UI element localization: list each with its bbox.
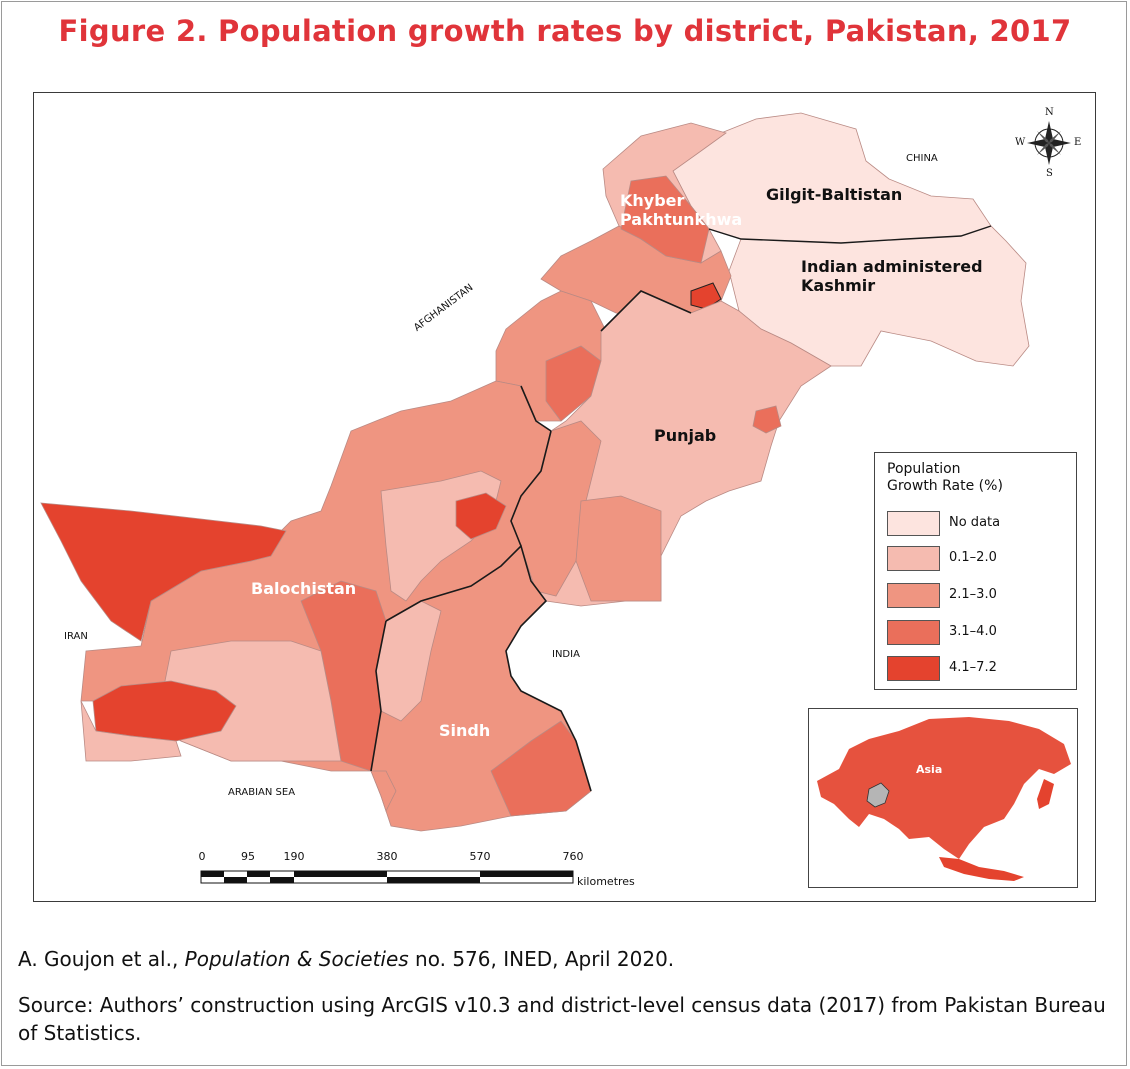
asia-label: Asia	[916, 763, 943, 776]
asia-inset-svg	[817, 717, 1071, 881]
scale-tick-95: 95	[241, 850, 255, 863]
kashmir-label: Indian administered Kashmir	[801, 257, 983, 295]
citation-rest: no. 576, INED, April 2020.	[408, 947, 675, 971]
legend: Population Growth Rate (%) No data 0.1–2…	[874, 452, 1077, 690]
scale-tick-570: 570	[469, 850, 491, 863]
india-label: INDIA	[552, 649, 580, 660]
citation: A. Goujon et al., Population & Societies…	[18, 947, 674, 971]
legend-swatch	[887, 511, 940, 536]
compass-w-label: W	[1015, 137, 1026, 148]
legend-label: 4.1–7.2	[949, 660, 997, 675]
region-punjab-south-shape	[575, 495, 662, 602]
legend-label: No data	[949, 515, 1001, 530]
citation-authors: A. Goujon et al.,	[18, 947, 185, 971]
iran-label: IRAN	[64, 631, 88, 642]
pakistan-district-map	[40, 112, 1071, 832]
region-gwadar-shape	[80, 700, 182, 762]
citation-journal: Population & Societies	[184, 947, 409, 971]
scale-bar-graphic	[200, 870, 574, 884]
japan-shape	[1037, 779, 1054, 809]
province-boundary-balochistan	[370, 385, 552, 772]
scale-unit: kilometres	[577, 875, 635, 888]
legend-label: 2.1–3.0	[949, 587, 997, 602]
scale-tick-190: 190	[283, 850, 305, 863]
compass-rose	[1027, 121, 1071, 165]
pakistan-highlight-shape	[866, 782, 890, 808]
region-balochistan-west-shape	[40, 502, 287, 642]
figure-title: Figure 2. Population growth rates by dis…	[58, 14, 1072, 48]
asia-shape	[817, 717, 1071, 859]
province-boundary-kashmir	[708, 225, 992, 244]
province-boundary-sindh	[385, 544, 592, 792]
legend-item-no-data: No data	[887, 511, 1072, 537]
legend-swatch	[887, 583, 940, 608]
legend-item-4-1-7-2: 4.1–7.2	[887, 656, 1072, 682]
legend-swatch	[887, 656, 940, 681]
indonesia-shape	[939, 857, 1024, 881]
legend-label: 3.1–4.0	[949, 624, 997, 639]
province-boundary-punjab	[510, 290, 692, 547]
asia-inset-map: Asia	[808, 708, 1078, 888]
legend-label: 0.1–2.0	[949, 550, 997, 565]
china-label: CHINA	[906, 153, 938, 164]
compass-n-label: N	[1045, 107, 1054, 118]
source-note: Source: Authors’ construction using ArcG…	[18, 993, 1106, 1045]
region-kpk-dark-shape	[620, 175, 710, 264]
sindh-label: Sindh	[439, 721, 491, 740]
compass-e-label: E	[1074, 137, 1082, 148]
legend-title: Population Growth Rate (%)	[887, 461, 1003, 494]
legend-item-3-1-4-0: 3.1–4.0	[887, 620, 1072, 646]
kpk-label: Khyber Pakhtunkhwa	[620, 191, 743, 229]
scale-tick-760: 760	[562, 850, 584, 863]
legend-swatch	[887, 546, 940, 571]
compass-s-label: S	[1046, 168, 1053, 179]
legend-item-0-1-2-0: 0.1–2.0	[887, 546, 1072, 572]
balochistan-label: Balochistan	[251, 579, 357, 598]
legend-swatch	[887, 620, 940, 645]
region-lahore-shape	[752, 405, 782, 434]
scale-tick-380: 380	[376, 850, 398, 863]
gilgit-baltistan-label: Gilgit-Baltistan	[766, 185, 903, 204]
region-karachi-shape	[370, 770, 397, 813]
region-quetta-shape	[455, 492, 507, 540]
punjab-label: Punjab	[654, 426, 717, 445]
arabian-sea-label: ARABIAN SEA	[228, 787, 296, 798]
scale-bar: 0 95 190 380 570 760 kilometres	[198, 850, 640, 890]
scale-tick-0: 0	[198, 850, 206, 863]
legend-item-2-1-3-0: 2.1–3.0	[887, 583, 1072, 609]
